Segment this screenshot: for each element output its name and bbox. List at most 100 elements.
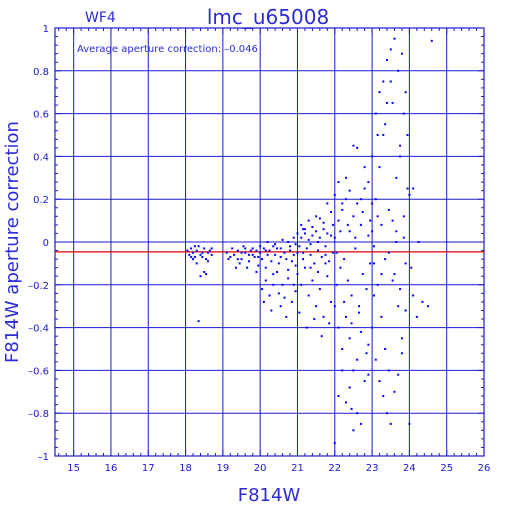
y-tick-label: 0.2 (33, 195, 49, 206)
data-point (391, 219, 394, 222)
data-point (333, 305, 336, 308)
data-point (406, 187, 409, 190)
data-point (348, 189, 351, 192)
data-point (376, 215, 379, 218)
data-point (412, 294, 415, 297)
data-point (356, 358, 359, 361)
data-point (393, 37, 396, 40)
data-point (236, 258, 239, 261)
data-point (352, 369, 355, 372)
data-point (190, 247, 193, 250)
data-point (400, 52, 403, 55)
data-point (359, 198, 362, 201)
data-point (354, 236, 357, 239)
y-tick-label: 0.4 (33, 152, 49, 163)
data-point (380, 223, 383, 226)
data-point (186, 249, 189, 252)
data-point (300, 283, 303, 286)
data-point (326, 202, 329, 205)
data-point (225, 251, 228, 254)
data-point (268, 294, 271, 297)
data-point (201, 255, 204, 258)
data-point (229, 255, 232, 258)
data-point (386, 412, 389, 415)
data-point (192, 258, 195, 261)
data-point (324, 262, 327, 265)
data-point (371, 202, 374, 205)
data-point (356, 412, 359, 415)
data-point (410, 266, 413, 269)
data-point (330, 300, 333, 303)
x-tick-label: 25 (440, 463, 453, 474)
data-point (320, 255, 323, 258)
data-point (292, 253, 295, 256)
data-point (197, 245, 200, 248)
data-point (193, 245, 196, 248)
data-point (300, 223, 303, 226)
data-point (302, 228, 305, 231)
data-point (331, 223, 334, 226)
data-point (279, 305, 282, 308)
data-point (315, 230, 318, 233)
data-point (382, 395, 385, 398)
data-point (380, 315, 383, 318)
data-point (400, 352, 403, 355)
data-point (359, 422, 362, 425)
data-point (361, 273, 364, 276)
data-point (199, 253, 202, 256)
data-point (367, 343, 370, 346)
data-point (365, 352, 368, 355)
data-point (337, 326, 340, 329)
data-point (378, 166, 381, 169)
data-point (386, 101, 389, 104)
y-tick-label: 0 (43, 238, 49, 249)
data-point (350, 407, 353, 410)
data-point (318, 217, 321, 220)
data-point (384, 123, 387, 126)
data-point (346, 223, 349, 226)
data-point (296, 273, 299, 276)
data-point (322, 315, 325, 318)
data-point (309, 243, 312, 246)
x-tick-label: 20 (254, 463, 267, 474)
data-point (350, 294, 353, 297)
data-point (417, 241, 420, 243)
data-point (275, 247, 278, 250)
data-point (274, 243, 277, 246)
data-point (206, 251, 209, 254)
data-point (316, 270, 319, 273)
y-axis-label: F814W aperture correction (2, 121, 23, 363)
data-point (350, 322, 353, 325)
data-point (313, 318, 316, 321)
data-point (257, 264, 260, 267)
data-point (277, 292, 280, 295)
data-point (315, 215, 318, 218)
y-tick-label: 1 (43, 24, 49, 35)
data-point (246, 266, 249, 269)
data-point (262, 300, 265, 303)
data-point (335, 251, 338, 254)
data-point (294, 290, 297, 293)
y-tick-label: –1 (38, 452, 49, 463)
data-point (400, 337, 403, 340)
data-point (261, 258, 264, 261)
y-tick-label: –0.4 (28, 324, 49, 335)
data-point (279, 247, 282, 250)
data-point (358, 311, 361, 314)
x-tick-label: 15 (67, 463, 80, 474)
data-point (242, 245, 245, 248)
data-point (324, 245, 327, 248)
data-point (270, 309, 273, 312)
data-point (236, 249, 239, 252)
data-point (289, 249, 292, 252)
data-point (363, 187, 366, 190)
data-point (399, 155, 402, 158)
data-point (393, 390, 396, 393)
data-point (365, 288, 368, 291)
data-point (298, 311, 301, 314)
data-point (261, 288, 264, 291)
data-point (268, 249, 271, 252)
data-point (272, 283, 275, 286)
x-tick-label: 26 (478, 463, 491, 474)
data-point (331, 251, 334, 254)
